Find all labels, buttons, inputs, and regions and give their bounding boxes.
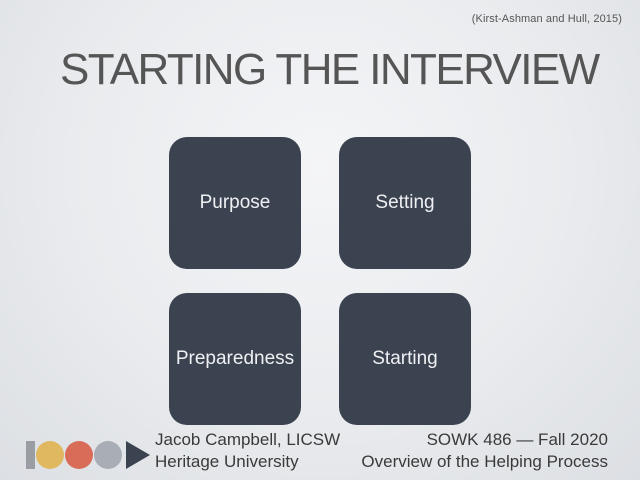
tile-label: Purpose <box>199 192 271 213</box>
tile-starting: Starting <box>339 293 471 425</box>
citation: (Kirst-Ashman and Hull, 2015) <box>471 13 622 25</box>
tile-setting: Setting <box>339 137 471 269</box>
footer-course: SOWK 486 — Fall 2020 <box>426 430 608 449</box>
logo-circle-red <box>65 441 93 469</box>
logo-circle-yellow <box>36 441 64 469</box>
logo-circle-gray <box>94 441 122 469</box>
footer-right: SOWK 486 — Fall 2020 Overview of the Hel… <box>361 429 608 473</box>
footer-institution: Heritage University <box>155 452 299 471</box>
tile-preparedness: Preparedness <box>169 293 301 425</box>
tile-label: Preparedness <box>175 348 295 369</box>
heritage-logo-icon <box>26 441 150 469</box>
tile-purpose: Purpose <box>169 137 301 269</box>
tile-label: Starting <box>372 348 438 369</box>
footer-course-title: Overview of the Helping Process <box>361 452 608 471</box>
logo-arrow <box>126 441 150 469</box>
slide-title: STARTING THE INTERVIEW <box>60 45 600 94</box>
tile-label: Setting <box>375 192 435 213</box>
footer-left: Jacob Campbell, LICSW Heritage Universit… <box>155 429 340 473</box>
footer-author: Jacob Campbell, LICSW <box>155 430 341 449</box>
logo-bar <box>26 441 35 469</box>
